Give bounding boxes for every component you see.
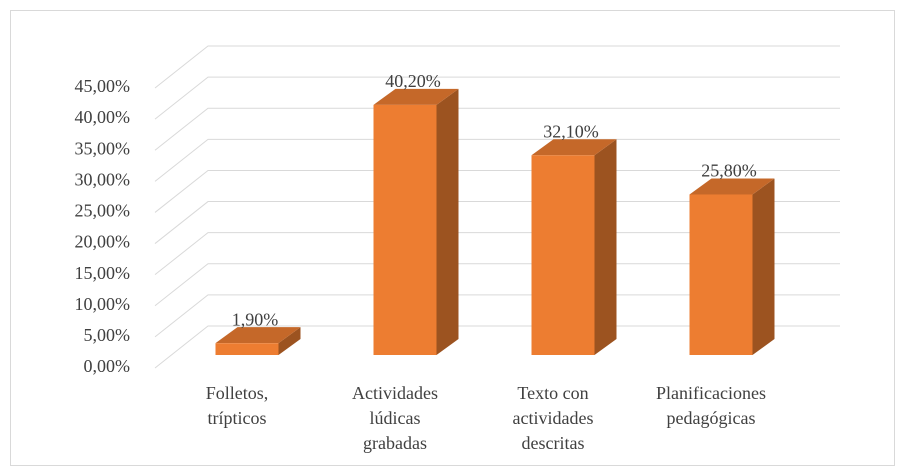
bar-top xyxy=(531,139,617,156)
y-tick-label: 20,00% xyxy=(75,232,131,252)
y-tick-label: 25,00% xyxy=(75,201,131,221)
bar-top xyxy=(373,88,459,105)
grid-line xyxy=(154,232,840,276)
x-tick-label: Texto con actividades descritas xyxy=(513,383,594,453)
y-tick-label: 10,00% xyxy=(75,294,131,314)
grid-line xyxy=(154,263,840,307)
y-tick-label: 0,00% xyxy=(84,356,131,376)
x-tick-line: pedagógicas xyxy=(667,408,756,428)
bar xyxy=(531,155,595,355)
y-tick-label: 5,00% xyxy=(84,325,131,345)
x-tick-line: Texto con xyxy=(517,383,588,403)
x-tick-line: descritas xyxy=(522,433,585,453)
x-tick-label: Actividades lúdicas grabadas xyxy=(352,383,438,453)
data-label: 40,20% xyxy=(385,71,441,91)
grid-line xyxy=(154,201,840,244)
bar xyxy=(215,343,279,355)
x-tick-line: lúdicas xyxy=(370,408,421,428)
y-tick-label: 35,00% xyxy=(75,138,131,158)
bar-side xyxy=(752,178,775,355)
x-tick-line: grabadas xyxy=(363,433,427,453)
data-label: 32,10% xyxy=(543,121,599,141)
bar-top xyxy=(689,178,775,195)
x-tick-line: Planificaciones xyxy=(656,383,766,403)
grid-line xyxy=(154,76,840,120)
y-tick-label: 30,00% xyxy=(75,169,131,189)
x-tick-line: Actividades xyxy=(352,383,438,403)
bar-top xyxy=(215,327,301,344)
x-tick-line: Folletos, xyxy=(206,383,269,403)
grid-line xyxy=(154,325,840,369)
y-tick-label: 15,00% xyxy=(75,263,131,283)
y-tick-label: 40,00% xyxy=(75,107,131,127)
bar-side xyxy=(436,88,459,355)
x-tick-label: Folletos, trípticos xyxy=(206,383,269,428)
grid-line xyxy=(154,107,840,151)
x-tick-line: trípticos xyxy=(208,408,267,428)
bar xyxy=(689,194,753,355)
data-label: 25,80% xyxy=(701,161,757,181)
bar xyxy=(373,104,437,355)
x-tick-label: Planificaciones pedagógicas xyxy=(656,383,766,428)
bar-side xyxy=(278,327,301,355)
data-label: 1,90% xyxy=(232,309,279,329)
bar-side xyxy=(594,139,617,355)
grid-line xyxy=(154,169,840,213)
grid-line xyxy=(154,45,840,89)
y-tick-label: 45,00% xyxy=(75,76,131,96)
grid-line xyxy=(154,294,840,338)
grid-line xyxy=(154,138,840,182)
x-tick-line: actividades xyxy=(513,408,594,428)
